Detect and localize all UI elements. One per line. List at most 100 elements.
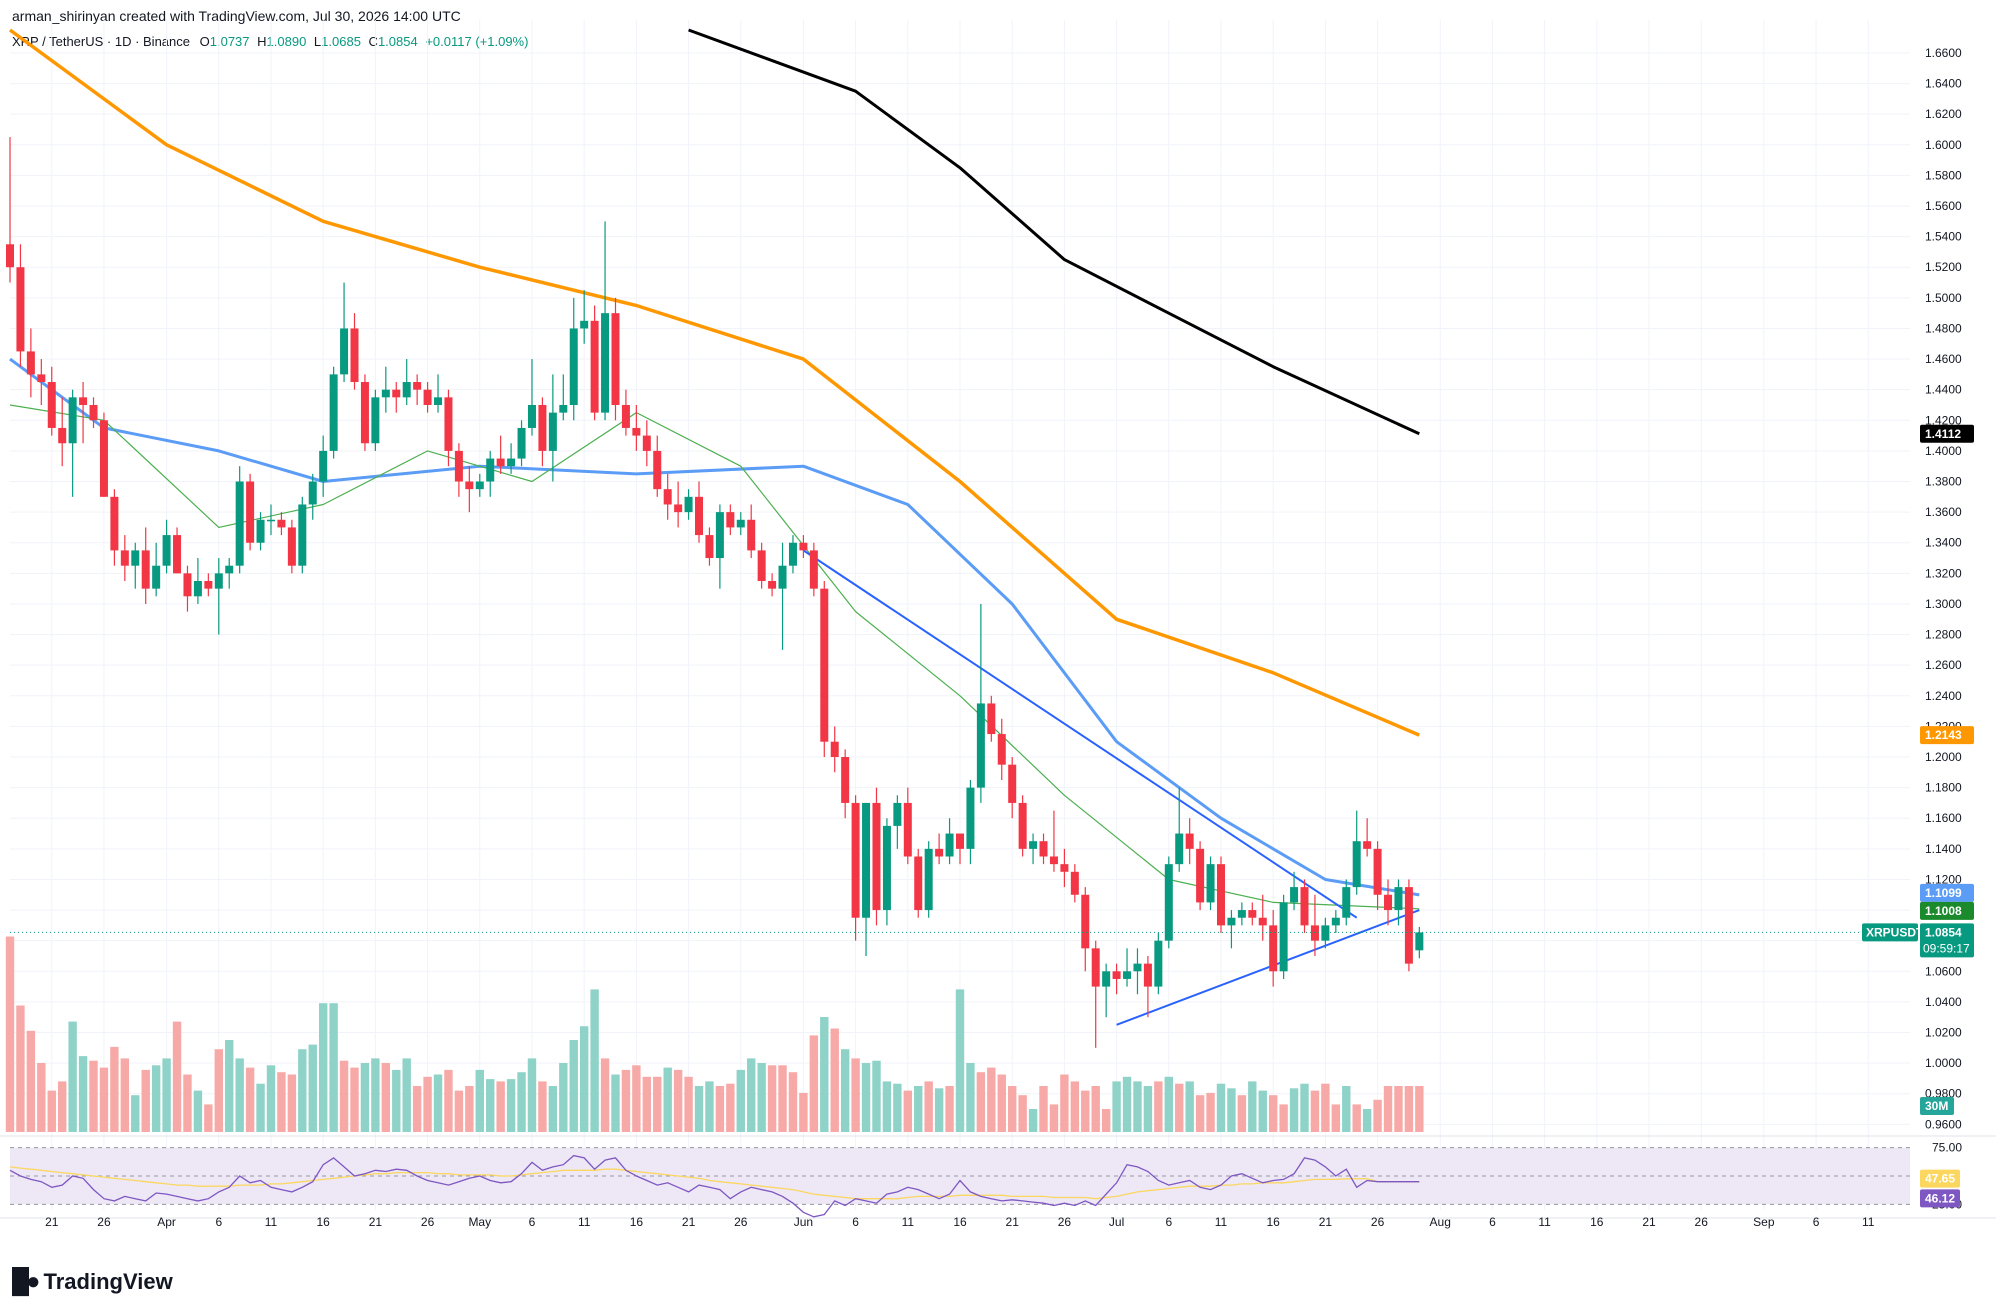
- candle-body: [214, 573, 223, 589]
- time-tick-label: Apr: [157, 1215, 176, 1229]
- low-value: 1.0685: [321, 34, 361, 49]
- candle-body: [110, 496, 119, 551]
- candle-body: [872, 802, 881, 911]
- candle-body: [162, 535, 171, 566]
- volume-bar: [569, 1040, 578, 1132]
- candle-body: [454, 450, 463, 482]
- candle-body: [799, 542, 808, 551]
- candle-body: [580, 320, 589, 329]
- candle-body: [559, 404, 568, 413]
- price-axis[interactable]: 1.6600 1.6400 1.6200 1.6000 1.5800 1.5600 1.54…: [1925, 46, 1962, 1211]
- volume-bar: [444, 1069, 453, 1132]
- price-tick-label: 1.0000: [1925, 1056, 1962, 1070]
- price-tick-label: 1.4000: [1925, 444, 1962, 458]
- time-tick-label: 26: [734, 1215, 748, 1229]
- volume-tag-box: [1920, 1097, 1954, 1115]
- volume-bar: [1258, 1090, 1267, 1132]
- candle-body: [924, 848, 933, 911]
- volume-bar: [590, 989, 599, 1132]
- volume-bar: [851, 1058, 860, 1132]
- candle-body: [423, 389, 432, 405]
- ma-green-tag-box: [1920, 901, 1974, 920]
- symbol-tag: XRPUSDT: [1866, 925, 1924, 939]
- volume-bar: [360, 1063, 370, 1132]
- candle-body: [277, 519, 286, 528]
- price-tick-label: 1.2600: [1925, 658, 1962, 672]
- candle-body: [141, 550, 150, 589]
- candle-body: [329, 374, 338, 451]
- price-tick-label: 1.1400: [1925, 842, 1962, 856]
- rsi-ma-tag-box: [1920, 1169, 1960, 1188]
- candle-body: [632, 427, 641, 436]
- candle-body: [486, 458, 495, 482]
- price-tick-label: 1.1600: [1925, 811, 1962, 825]
- candle-body: [1279, 902, 1288, 972]
- volume-bar: [1195, 1095, 1205, 1132]
- volume-bar: [99, 1067, 109, 1132]
- candle-body: [695, 496, 704, 536]
- candle-body: [308, 481, 317, 505]
- candle-body: [674, 504, 683, 513]
- volume-bar: [308, 1044, 317, 1132]
- candle-body: [1143, 963, 1152, 987]
- moving-averages: [8, 28, 1420, 910]
- candle-body: [1081, 894, 1090, 949]
- time-tick-label: 21: [1006, 1215, 1020, 1229]
- volume-bar: [318, 1003, 328, 1132]
- candle-body: [1175, 833, 1184, 865]
- price-tick-label: 1.4200: [1925, 413, 1962, 427]
- volume-bar: [705, 1081, 714, 1132]
- price-tick-label: 1.4600: [1925, 352, 1962, 366]
- volume-bar: [872, 1060, 881, 1132]
- symbol-name[interactable]: XRP / TetherUS · 1D · Binance: [12, 34, 190, 49]
- candle-body: [517, 427, 526, 459]
- candle-body: [1394, 887, 1403, 911]
- volume-bar: [1112, 1081, 1121, 1132]
- volume-bar: [548, 1086, 558, 1132]
- volume-bar: [339, 1060, 349, 1132]
- price-tick-label: 1.2000: [1925, 750, 1962, 764]
- volume-bar: [830, 1028, 839, 1132]
- volume-bar: [465, 1086, 474, 1132]
- volume-bar: [924, 1081, 933, 1132]
- volume-bar: [1227, 1088, 1236, 1132]
- volume-bar: [1060, 1074, 1069, 1132]
- volume-bar: [1049, 1104, 1059, 1132]
- volume-bar: [987, 1067, 996, 1132]
- candle-body: [465, 481, 474, 490]
- tradingview-brand[interactable]: █● TradingView: [12, 1268, 173, 1296]
- volume-bar: [204, 1104, 213, 1132]
- volume-bar: [600, 1058, 610, 1132]
- volume-bar: [266, 1065, 276, 1132]
- volume-bar: [5, 936, 15, 1132]
- countdown-tag: 09:59:17: [1923, 941, 1970, 955]
- volume-bar: [1133, 1081, 1142, 1132]
- rsi-pane: [9, 1147, 1910, 1218]
- rsi-ma-line: [9, 1166, 1420, 1200]
- candle-body: [1070, 871, 1079, 895]
- volume-bar: [840, 1049, 850, 1132]
- candle-body: [1300, 887, 1309, 926]
- candle-body: [1352, 841, 1361, 888]
- volume-bar: [1279, 1104, 1288, 1132]
- ma-black-tag-box: [1920, 424, 1974, 443]
- volume-bar: [663, 1067, 672, 1132]
- ma-green-tag: 1.1008: [1925, 904, 1962, 918]
- ma-orange-tag: 1.2143: [1925, 728, 1962, 742]
- volume-bar: [172, 1021, 182, 1132]
- candle-body: [1269, 925, 1278, 972]
- volume-bar: [78, 1056, 88, 1132]
- candle-body: [1310, 925, 1319, 941]
- time-axis[interactable]: 21 26 Apr 6 11 16 21 26 May 6 11 16 21 26 Jun 6 11 16 21 26…: [45, 1215, 1875, 1229]
- volume-bar: [1289, 1088, 1299, 1132]
- candle-body: [1248, 910, 1257, 918]
- candle-body: [496, 458, 505, 467]
- high-value: 1.0890: [266, 34, 307, 49]
- candle-body: [1123, 971, 1132, 979]
- time-tick-label: 6: [1813, 1215, 1820, 1229]
- low-label: L: [313, 34, 322, 49]
- volume-bar: [1122, 1076, 1132, 1132]
- volume-bar: [736, 1069, 745, 1132]
- volume-bar: [1404, 1086, 1414, 1132]
